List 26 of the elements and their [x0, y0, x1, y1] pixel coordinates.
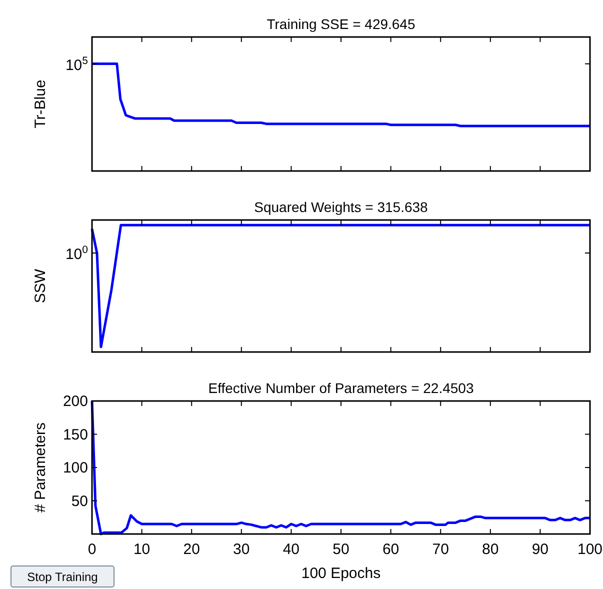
chart-title: Squared Weights = 315.638	[254, 199, 428, 215]
chart-title: Effective Number of Parameters = 22.4503	[208, 380, 474, 396]
x-tick-label: 20	[183, 541, 200, 558]
x-tick-label: 0	[88, 541, 96, 558]
x-axis-title: 100 Epochs	[301, 565, 381, 582]
x-tick-label: 40	[282, 541, 300, 558]
x-tick-label: 100	[577, 541, 603, 558]
y-tick-label: 100	[62, 460, 88, 476]
text: 10$^{5}$	[65, 54, 88, 74]
y-axis-title: # Parameters	[32, 422, 49, 513]
y-tick-label: 150	[62, 426, 88, 444]
y-tick-label: 50	[71, 492, 88, 510]
x-tick-label: 70	[432, 541, 449, 558]
text: 10$^{0}$	[65, 244, 88, 263]
x-tick-label: 60	[382, 541, 400, 558]
x-tick-label: 10	[133, 541, 150, 558]
x-tick-label: 90	[532, 541, 549, 558]
x-tick-label: 50	[332, 541, 350, 558]
line-series	[90, 400, 592, 536]
stop-button: Stop Training	[10, 566, 114, 588]
x-tick-label: 30	[233, 541, 250, 558]
y-axis-title: SSW	[32, 268, 49, 304]
y-tick-label: 200	[62, 393, 88, 410]
y-axis-title: Tr-Blue	[32, 80, 49, 128]
chart-title: Training SSE = 429.645	[266, 16, 416, 32]
x-tick-label: 80	[482, 541, 499, 558]
